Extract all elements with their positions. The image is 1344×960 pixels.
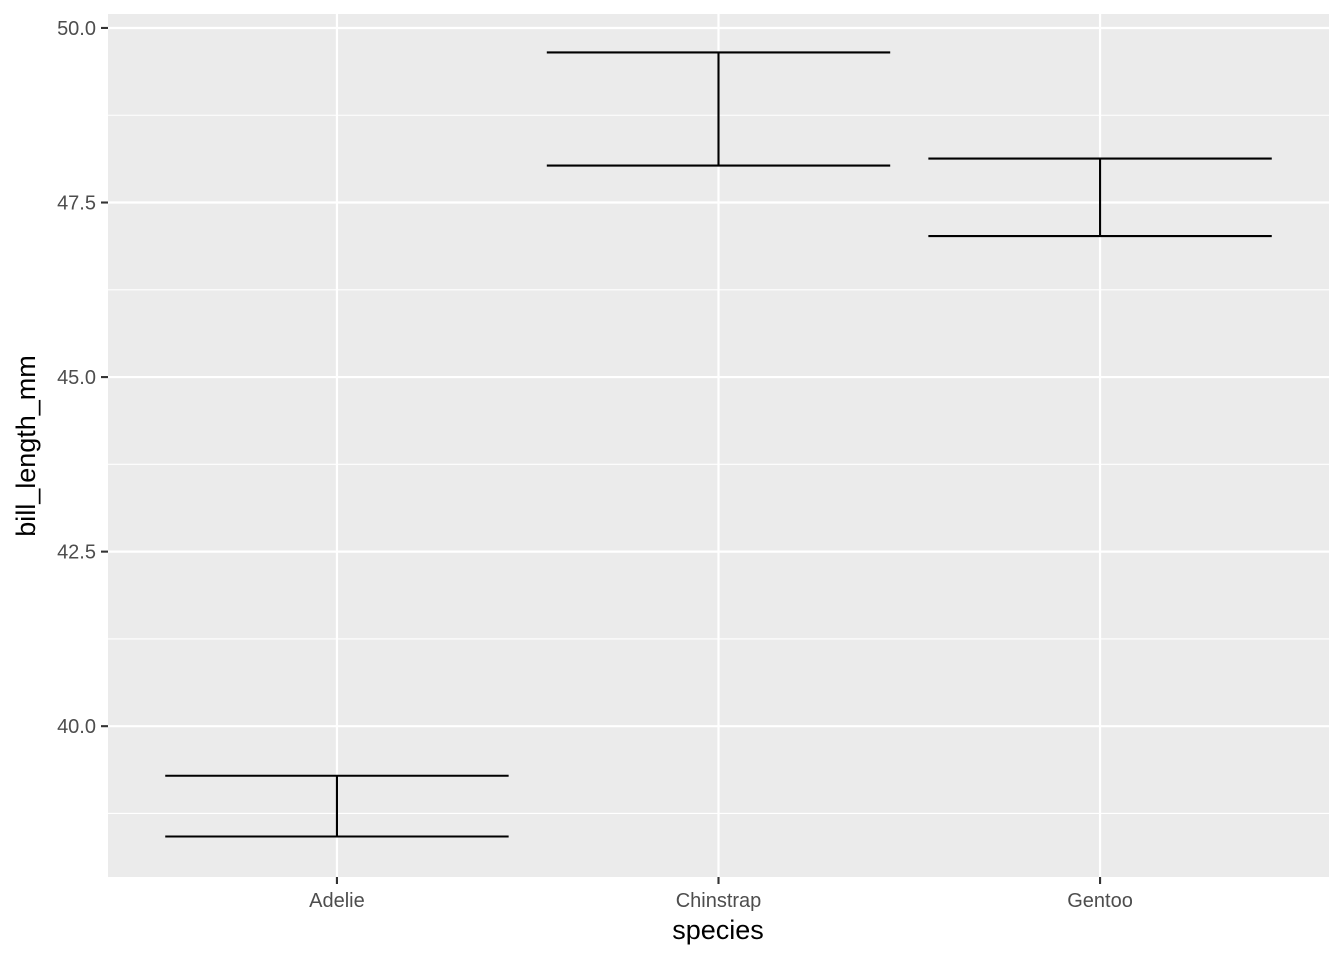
y-tick-label: 42.5 [57,542,96,564]
error-bar-gentoo [928,157,1272,238]
error-bar-adelie [165,774,509,838]
error-bar-chinstrap [546,51,891,167]
y-axis-title: bill_length_mm [11,355,41,537]
y-tick-label: 40.0 [57,716,96,738]
x-axis-title: species [672,915,764,945]
x-tick-label: Adelie [309,890,365,912]
y-tick-label: 45.0 [57,367,96,389]
x-tick-label: Chinstrap [676,890,762,912]
x-axis: Adelie Chinstrap Gentoo [309,877,1133,912]
x-tick-label: Gentoo [1067,890,1133,912]
major-grid [108,14,1329,877]
y-axis: 40.0 42.5 45.0 47.5 50.0 [57,18,108,738]
y-tick-label: 50.0 [57,18,96,40]
y-tick-label: 47.5 [57,193,96,215]
error-bars [165,51,1272,838]
